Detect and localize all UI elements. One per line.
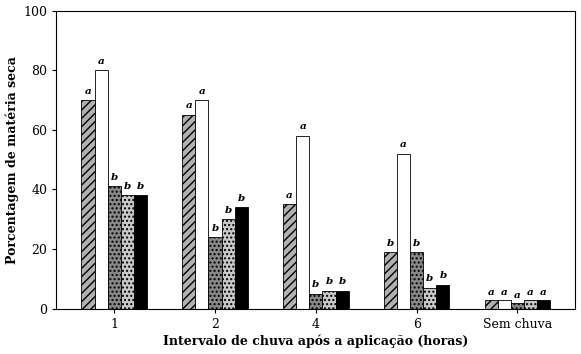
Text: a: a: [185, 102, 192, 110]
Bar: [195, 100, 209, 309]
Text: b: b: [439, 272, 446, 280]
Bar: [537, 300, 550, 309]
Bar: [485, 300, 498, 309]
Bar: [436, 285, 450, 309]
Text: a: a: [400, 140, 407, 149]
Bar: [309, 294, 322, 309]
Bar: [397, 154, 410, 309]
Text: b: b: [413, 239, 420, 247]
Text: a: a: [501, 288, 508, 297]
Text: a: a: [540, 288, 547, 297]
Text: a: a: [286, 191, 293, 200]
Bar: [410, 252, 423, 309]
Bar: [221, 219, 235, 309]
Bar: [95, 70, 107, 309]
Text: a: a: [488, 288, 494, 297]
Text: a: a: [527, 288, 534, 297]
Bar: [134, 195, 147, 309]
Text: b: b: [426, 274, 433, 284]
Bar: [182, 115, 195, 309]
Text: b: b: [339, 278, 346, 286]
Bar: [384, 252, 397, 309]
X-axis label: Intervalo de chuva após a aplicação (horas): Intervalo de chuva após a aplicação (hor…: [163, 335, 468, 348]
Text: b: b: [325, 278, 332, 286]
Text: b: b: [238, 194, 245, 203]
Text: b: b: [224, 206, 232, 215]
Bar: [121, 195, 134, 309]
Text: a: a: [299, 122, 306, 131]
Bar: [209, 237, 221, 309]
Text: b: b: [124, 182, 131, 191]
Bar: [511, 303, 524, 309]
Text: b: b: [137, 182, 144, 191]
Text: b: b: [387, 239, 394, 247]
Y-axis label: Porcentagem de matéria seca: Porcentagem de matéria seca: [6, 56, 19, 264]
Bar: [107, 187, 121, 309]
Text: b: b: [211, 224, 218, 233]
Text: a: a: [514, 291, 521, 300]
Bar: [283, 204, 296, 309]
Bar: [498, 300, 511, 309]
Bar: [235, 207, 248, 309]
Bar: [322, 291, 335, 309]
Text: a: a: [98, 57, 105, 66]
Text: a: a: [85, 86, 91, 96]
Bar: [423, 288, 436, 309]
Text: b: b: [312, 280, 320, 289]
Text: a: a: [199, 86, 205, 96]
Text: b: b: [110, 173, 118, 182]
Bar: [524, 300, 537, 309]
Bar: [81, 100, 95, 309]
Bar: [296, 136, 309, 309]
Bar: [335, 291, 349, 309]
